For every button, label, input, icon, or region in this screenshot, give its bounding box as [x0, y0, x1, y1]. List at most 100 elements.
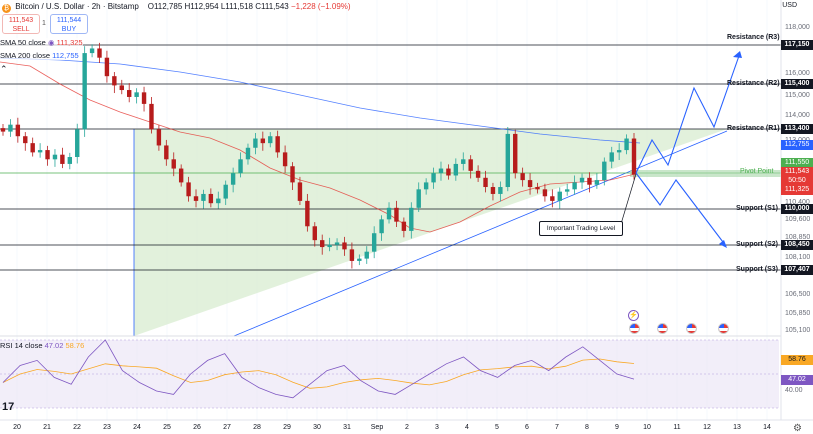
candle-body — [594, 180, 600, 185]
candle-body — [89, 48, 95, 54]
candle-body — [386, 207, 392, 220]
lightning-event-icon[interactable]: ⚡ — [628, 310, 639, 321]
rsi-axis-label: 40.00 — [785, 387, 803, 394]
r2-tag: 115,400 — [781, 79, 813, 89]
bullish-arrowhead — [733, 51, 742, 58]
candle-body — [75, 129, 80, 158]
important-level-annotation[interactable]: Important Trading Level — [539, 221, 623, 236]
candle-body — [208, 193, 214, 204]
us-flag-icon[interactable] — [629, 323, 640, 334]
time-tick-label: 8 — [585, 424, 589, 431]
time-tick-label: 24 — [133, 424, 141, 431]
price-change: −1,228 (−1.09%) — [290, 2, 351, 11]
candle-body — [357, 258, 362, 261]
candle-body — [550, 196, 555, 201]
candle-body — [602, 161, 607, 181]
candle-body — [498, 187, 503, 194]
sma200-legend[interactable]: SMA 200 close 112,755 — [0, 51, 79, 60]
candle-body — [453, 163, 459, 176]
candle-body — [431, 173, 436, 183]
candle-body — [616, 150, 622, 153]
time-tick-label: 13 — [733, 424, 741, 431]
bullish-projection-arrow — [635, 52, 741, 174]
candle-body — [379, 219, 384, 234]
tradingview-logo[interactable]: 17 — [2, 401, 15, 413]
price-tick-label: 108,850 — [785, 234, 811, 241]
us-flag-icon[interactable] — [657, 323, 668, 334]
candle-body — [245, 147, 251, 160]
s3-label: Support (S3) — [736, 266, 778, 273]
sma50-legend[interactable]: SMA 50 close ◉ 111,325 — [0, 38, 83, 47]
bearish-arrowhead — [719, 240, 727, 248]
s1-tag: 110,000 — [781, 204, 813, 214]
sma200-line — [0, 57, 641, 144]
symbol-header: ₿ Bitcoin / U.S. Dollar · 2h · Bitstamp … — [0, 0, 351, 14]
price-tick-label: 118,000 — [785, 24, 810, 31]
time-tick-label: 9 — [615, 424, 619, 431]
pivot-zone — [630, 170, 781, 177]
symbol-title[interactable]: Bitcoin / U.S. Dollar · 2h · Bitstamp — [15, 2, 139, 11]
time-tick-label: 7 — [555, 424, 559, 431]
price-tick-label: 108,100 — [785, 254, 811, 261]
candle-body — [230, 173, 236, 185]
time-tick-label: 31 — [343, 424, 351, 431]
currency-label[interactable]: USD — [782, 2, 797, 9]
candle-body — [186, 182, 191, 197]
candle-body — [290, 166, 295, 183]
time-tick-label: 22 — [73, 424, 81, 431]
candle-body — [67, 157, 73, 164]
time-tick-label: 29 — [283, 424, 291, 431]
us-flag-icon[interactable] — [686, 323, 697, 334]
candle-body — [557, 191, 562, 201]
candle-body — [275, 136, 280, 153]
buy-button[interactable]: 111,544 BUY — [50, 14, 88, 34]
time-tick-label: 11 — [673, 424, 681, 431]
candle-body — [201, 193, 206, 201]
time-tick-label: 26 — [193, 424, 201, 431]
ohlc-values: O112,785 H112,954 L111,518 C111,543 — [147, 2, 289, 11]
rsi-tag: 47.02 — [781, 375, 813, 385]
bearish-projection-arrow — [635, 172, 727, 247]
sma200-value: 112,755 — [52, 51, 79, 60]
rsi-legend[interactable]: RSI 14 close 47.02 58.76 — [0, 341, 84, 350]
time-tick-label: 14 — [763, 424, 771, 431]
candle-body — [223, 184, 228, 199]
time-tick-label: 2 — [405, 424, 409, 431]
sma200-tag: 112,755 — [781, 140, 813, 150]
time-tick-label: 5 — [495, 424, 499, 431]
candle-body — [134, 92, 139, 97]
candle-body — [438, 168, 444, 174]
candle-body — [112, 76, 117, 86]
candle-body — [164, 145, 169, 160]
candle-body — [60, 154, 65, 164]
sell-button[interactable]: 111,543 SELL — [2, 14, 40, 34]
candle-body — [475, 170, 481, 178]
candle-body — [97, 48, 102, 58]
candle-body — [37, 150, 43, 153]
rsi-name: RSI 14 close — [0, 341, 43, 350]
us-flag-icon[interactable] — [718, 323, 729, 334]
candle-body — [320, 240, 325, 248]
gear-icon[interactable]: ⚙ — [793, 423, 802, 434]
price-tick-label: 110,400 — [785, 199, 810, 206]
candlesticks — [0, 42, 637, 269]
eye-icon[interactable]: ◉ — [47, 38, 55, 47]
time-tick-label: 25 — [163, 424, 171, 431]
time-tick-label: 28 — [253, 424, 261, 431]
sell-label: SELL — [12, 26, 30, 33]
collapse-chevron-icon[interactable]: ⌃ — [0, 64, 8, 74]
candle-body — [15, 124, 21, 137]
candle-body — [579, 177, 585, 183]
price-tick-label: 105,100 — [785, 327, 811, 334]
s2-label: Support (S2) — [736, 241, 778, 248]
candle-body — [513, 133, 518, 174]
candle-body — [631, 138, 637, 175]
time-tick-label: 27 — [223, 424, 231, 431]
sma50-name: SMA 50 close — [0, 38, 46, 47]
rsi-ma-value: 58.76 — [65, 341, 85, 350]
candle-body — [342, 242, 347, 250]
time-tick-label: 10 — [643, 424, 651, 431]
price-tick-label: 109,600 — [785, 216, 811, 223]
candle-body — [490, 187, 496, 194]
